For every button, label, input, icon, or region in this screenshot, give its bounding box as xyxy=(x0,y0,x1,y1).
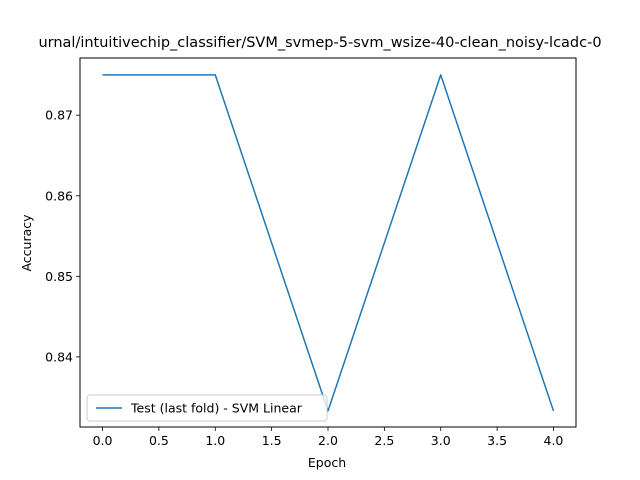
x-tick-label: 1.5 xyxy=(262,433,282,448)
chart-title: urnal/intuitivechip_classifier/SVM_svmep… xyxy=(38,35,601,51)
series-line xyxy=(102,74,555,412)
y-axis: 0.84 0.85 0.86 0.87 xyxy=(45,108,80,364)
legend-box xyxy=(86,394,328,422)
x-axis-label: Epoch xyxy=(308,455,346,470)
x-tick-label: 1.0 xyxy=(205,433,225,448)
x-tick-label: 3.0 xyxy=(431,433,451,448)
y-tick-label: 0.86 xyxy=(45,188,73,203)
x-tick-label: 4.0 xyxy=(544,433,564,448)
y-tick-label: 0.87 xyxy=(45,108,73,123)
x-axis: 0.0 0.5 1.0 1.5 2.0 2.5 3.0 3.5 4.0 xyxy=(93,427,564,448)
x-tick-label: 2.0 xyxy=(318,433,338,448)
x-tick-label: 0.0 xyxy=(93,433,113,448)
axes-frame xyxy=(79,57,577,428)
y-tick-label: 0.85 xyxy=(45,269,73,284)
y-axis-label: Accuracy xyxy=(19,214,34,272)
x-tick-label: 2.5 xyxy=(374,433,394,448)
plot-area xyxy=(79,57,577,428)
y-tick-label: 0.84 xyxy=(45,349,73,364)
legend-label: Test (last fold) - SVM Linear xyxy=(130,401,303,416)
x-tick-label: 0.5 xyxy=(149,433,169,448)
series-layer xyxy=(102,74,555,412)
legend: Test (last fold) - SVM Linear xyxy=(86,394,328,422)
x-tick-label: 3.5 xyxy=(487,433,507,448)
